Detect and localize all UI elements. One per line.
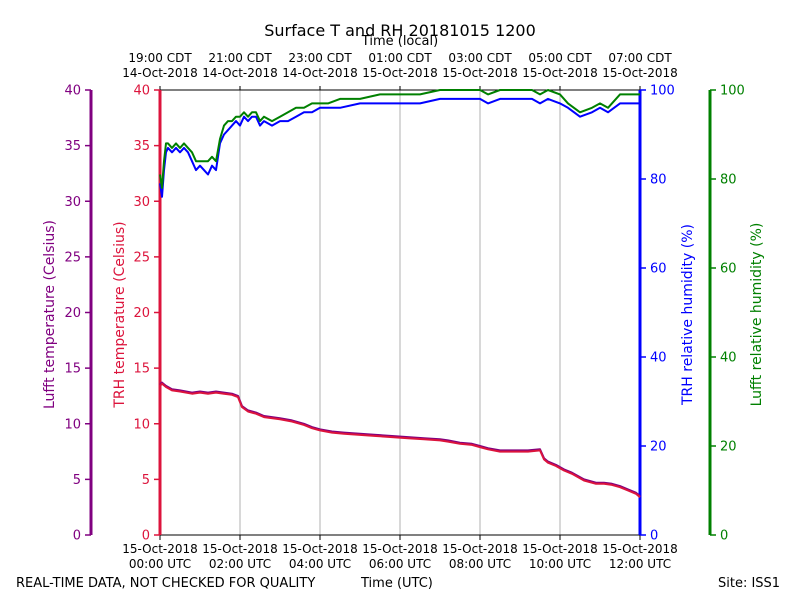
top-tick-date-2: 14-Oct-2018: [282, 66, 358, 80]
top-tick-date-3: 15-Oct-2018: [362, 66, 438, 80]
trh_temp-tick-label-1: 5: [142, 473, 150, 488]
top-tick-label-5: 05:00 CDT: [528, 51, 592, 65]
lufft_temp-tick-label-6: 30: [64, 195, 81, 210]
bottom-tick-date-4: 15-Oct-2018: [442, 542, 518, 556]
trh_rh-axis-title: TRH relative humidity (%): [680, 224, 696, 406]
lufft_temp-axis-title: Lufft temperature (Celsius): [42, 220, 58, 409]
trh_rh-tick-label-4: 80: [650, 173, 667, 188]
top-tick-date-5: 15-Oct-2018: [522, 66, 598, 80]
top-tick-label-3: 01:00 CDT: [368, 51, 432, 65]
trh_rh-tick-label-1: 20: [650, 440, 667, 455]
bottom-tick-label-0: 00:00 UTC: [129, 557, 191, 571]
series-line-trh-relative-humidity: [159, 97, 640, 198]
top-tick-label-1: 21:00 CDT: [208, 51, 272, 65]
lufft_temp-tick-label-7: 35: [64, 139, 81, 154]
lufft_temp-tick-label-3: 15: [64, 362, 81, 377]
lufft_temp-tick-label-5: 25: [64, 250, 81, 265]
bottom-tick-label-5: 10:00 UTC: [529, 557, 591, 571]
bottom-axis-label: Time (UTC): [361, 576, 433, 591]
lufft_temp-tick-label-1: 5: [73, 473, 81, 488]
bottom-tick-date-6: 15-Oct-2018: [602, 542, 678, 556]
lufft_rh-axis-title: Lufft relative humidity (%): [749, 223, 765, 407]
trh_temp-tick-label-2: 10: [133, 417, 150, 432]
lufft_rh-tick-label-4: 80: [720, 173, 737, 188]
chart-title: Surface T and RH 20181015 1200: [264, 21, 536, 40]
series-line-trh-temperature: [159, 382, 641, 498]
bottom-tick-date-0: 15-Oct-2018: [122, 542, 198, 556]
top-tick-date-0: 14-Oct-2018: [122, 66, 198, 80]
bottom-tick-label-3: 06:00 UTC: [369, 557, 431, 571]
quality-disclaimer: REAL-TIME DATA, NOT CHECKED FOR QUALITY: [16, 576, 316, 591]
bottom-tick-label-2: 04:00 UTC: [289, 557, 351, 571]
top-tick-label-2: 23:00 CDT: [288, 51, 352, 65]
top-tick-date-1: 14-Oct-2018: [202, 66, 278, 80]
top-tick-date-4: 15-Oct-2018: [442, 66, 518, 80]
trh_temp-tick-label-8: 40: [133, 84, 150, 99]
trh_rh-tick-label-2: 40: [650, 351, 667, 366]
trh_rh-tick-label-0: 0: [650, 529, 658, 544]
bottom-tick-label-4: 08:00 UTC: [449, 557, 511, 571]
lufft_rh-tick-label-3: 60: [720, 262, 737, 277]
lufft_temp-tick-label-4: 20: [64, 306, 81, 321]
trh_rh-tick-label-5: 100: [650, 84, 675, 99]
lufft_rh-tick-label-1: 20: [720, 440, 737, 455]
top-tick-label-6: 07:00 CDT: [608, 51, 672, 65]
series-line-lufft-temperature: [159, 381, 641, 497]
lufft_temp-tick-label-2: 10: [64, 417, 81, 432]
top-tick-date-6: 15-Oct-2018: [602, 66, 678, 80]
trh_rh-tick-label-3: 60: [650, 262, 667, 277]
bottom-tick-label-6: 12:00 UTC: [609, 557, 671, 571]
trh_temp-tick-label-3: 15: [133, 362, 150, 377]
bottom-tick-date-1: 15-Oct-2018: [202, 542, 278, 556]
top-tick-label-4: 03:00 CDT: [448, 51, 512, 65]
trh_temp-tick-label-4: 20: [133, 306, 150, 321]
trh_temp-axis-title: TRH temperature (Celsius): [112, 221, 128, 408]
lufft_temp-tick-label-0: 0: [73, 529, 81, 544]
trh_temp-tick-label-0: 0: [142, 529, 150, 544]
bottom-tick-label-1: 02:00 UTC: [209, 557, 271, 571]
lufft_rh-tick-label-5: 100: [720, 84, 745, 99]
series-line-lufft-relative-humidity: [159, 89, 640, 189]
bottom-tick-date-5: 15-Oct-2018: [522, 542, 598, 556]
bottom-tick-date-2: 15-Oct-2018: [282, 542, 358, 556]
lufft_rh-tick-label-2: 40: [720, 351, 737, 366]
site-label: Site: ISS1: [718, 576, 781, 591]
top-tick-label-0: 19:00 CDT: [128, 51, 192, 65]
trh_temp-tick-label-6: 30: [133, 195, 150, 210]
top-axis-label: Time (local): [361, 34, 439, 49]
trh_temp-tick-label-7: 35: [133, 139, 150, 154]
bottom-tick-date-3: 15-Oct-2018: [362, 542, 438, 556]
lufft_rh-tick-label-0: 0: [720, 529, 728, 544]
trh_temp-tick-label-5: 25: [133, 250, 150, 265]
lufft_temp-tick-label-8: 40: [64, 84, 81, 99]
